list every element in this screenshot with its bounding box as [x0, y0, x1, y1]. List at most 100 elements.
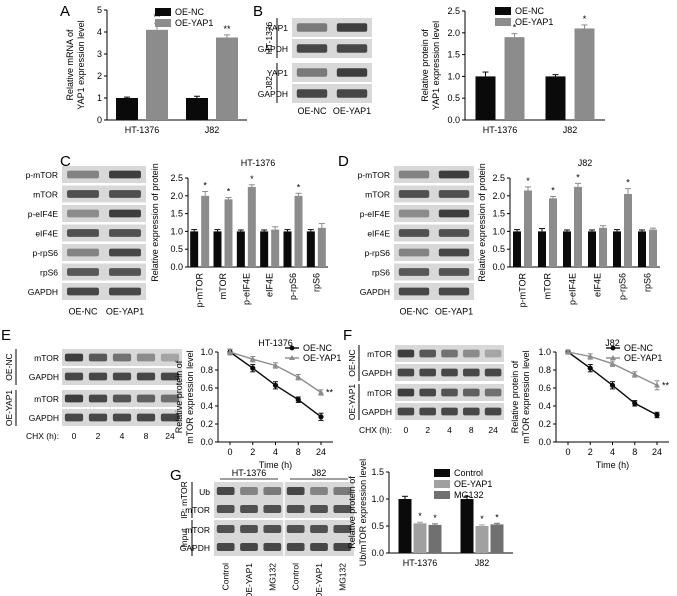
blot-d-eif4e-3-band	[398, 229, 430, 237]
blot-g-mtor-2-band	[286, 524, 305, 534]
blot-lane-label-b: OE-NC	[298, 106, 328, 116]
blot-lane-label-e: 4	[120, 431, 125, 441]
blot-c-gapdh-6-band	[67, 287, 99, 296]
significance-mark-d: *	[526, 176, 530, 186]
blot-c-p-eif4e-2-band	[109, 209, 141, 218]
x-tick-label-c: p-eIF4E	[241, 273, 251, 305]
blot-c-p-mtor-0-band	[109, 170, 141, 179]
legend-label-a: OE-NC	[175, 7, 205, 17]
blot-g-gapdh-3-band	[286, 542, 305, 552]
blot-b-ht-1376-gapdh-band	[336, 44, 368, 53]
blot-row-label-f: mTOR	[367, 349, 392, 359]
bar-a-j82-1	[216, 37, 238, 120]
blot-group-label-e: OE-YAP1	[4, 390, 14, 426]
blot-row-label-g: GAPDH	[180, 543, 210, 553]
blot-d-p-rps6-4-membrane	[394, 244, 474, 261]
panel-letter-g: G	[170, 467, 182, 484]
blot-g-ub-0-band	[263, 486, 282, 496]
legend-label-a: OE-YAP1	[175, 18, 213, 28]
y-axis-label-d: Relative expression of protein	[477, 163, 487, 282]
y-tick-label-d: 1.0	[492, 226, 505, 236]
x-tick-label-f: 24	[652, 447, 662, 457]
y-tick-label-a: 2	[97, 71, 102, 81]
blot-d-rps6-5-membrane	[394, 263, 474, 281]
y-axis-label-a: YAP1 expression level	[76, 20, 86, 109]
blot-g-mtor-1-band	[286, 504, 305, 514]
x-tick-label-c: p-rpS6	[288, 273, 298, 300]
legend-marker-e	[289, 355, 295, 360]
blot-row-label-c: p-mTOR	[26, 170, 58, 180]
blot-row-label-e: mTOR	[34, 394, 59, 404]
blot-e-oe-yap1-gapdh-band	[88, 413, 108, 422]
blot-c-mtor-1-band	[67, 190, 99, 198]
blot-g-mtor-2-band	[333, 524, 352, 534]
y-tick-label-d: 2.5	[492, 173, 505, 183]
y-axis-label-e: mTOR expression level	[185, 350, 195, 443]
x-tick-label-c: rpS6	[311, 273, 321, 292]
bar-c-mtor-0	[213, 231, 222, 267]
legend-marker-f	[610, 345, 616, 351]
legend-label-e: OE-YAP1	[303, 353, 341, 363]
blot-ip-label-g: IP: mTOR	[179, 481, 189, 519]
x-axis-label-e: Time (h)	[259, 460, 292, 470]
x-tick-label-b: J82	[563, 125, 578, 135]
legend-label-b: OE-NC	[515, 6, 545, 16]
blot-e-oe-yap1-gapdh-band	[160, 413, 180, 422]
x-tick-label-f: 8	[632, 447, 637, 457]
blot-f-oe-yap1-gapdh-band	[441, 407, 458, 416]
blot-e-oe-yap1-mtor-band	[160, 394, 180, 403]
blot-lane-label-e: 8	[144, 431, 149, 441]
blot-f-oe-yap1-gapdh-band	[419, 407, 436, 416]
x-tick-label-e: 2	[250, 447, 255, 457]
bar-g-j82-1	[475, 526, 489, 553]
significance-mark-f: **	[662, 380, 670, 390]
blot-d-rps6-5-band	[438, 268, 470, 276]
legend-label-e: OE-NC	[303, 343, 333, 353]
x-tick-label-c: eIF4E	[265, 273, 275, 297]
blot-c-rps6-5-membrane	[62, 263, 146, 281]
y-tick-label-f: 0.2	[538, 419, 551, 429]
blot-g-ub-0-band	[240, 486, 258, 496]
y-tick-label-e: 0.6	[200, 383, 213, 393]
x-axis-label-f: Time (h)	[596, 460, 629, 470]
blot-g-mtor-2-band	[216, 524, 235, 534]
blot-g-mtor-2-band	[263, 524, 282, 534]
bar-b-ht-1376-1	[504, 37, 525, 120]
bar-d-p-rps6-0	[613, 231, 621, 267]
blot-c-mtor-1-band	[109, 190, 141, 198]
blot-f-oe-nc-mtor-band	[484, 349, 502, 358]
blot-e-oe-yap1-mtor-band	[88, 394, 108, 403]
bar-c-rps6-1	[317, 227, 326, 267]
blot-c-p-eif4e-2-membrane	[62, 205, 146, 222]
blot-d-p-eif4e-2-membrane	[394, 205, 474, 222]
blot-f-oe-nc-mtor-band	[397, 349, 415, 358]
blot-row-label-g: mTOR	[185, 525, 210, 535]
bar-d-mtor-0	[538, 231, 546, 267]
data-point-e-oe-nc	[295, 397, 301, 403]
blot-d-rps6-5-band	[398, 268, 430, 276]
significance-mark-d: *	[626, 178, 630, 188]
chart-title-c: HT-1376	[241, 158, 276, 168]
data-point-f-oe-yap1	[654, 382, 660, 388]
blot-row-label-g: Ub	[199, 487, 210, 497]
blot-row-label-c: rpS6	[40, 268, 58, 278]
y-tick-label-b: 2.5	[447, 6, 460, 16]
legend-label-f: OE-YAP1	[624, 353, 662, 363]
y-tick-label-b: 1.0	[447, 71, 460, 81]
blot-row-label-c: p-rpS6	[32, 248, 58, 258]
blot-c-gapdh-6-membrane	[62, 283, 146, 300]
blot-f-oe-yap1-mtor-band	[441, 388, 458, 397]
blot-c-rps6-5-band	[67, 268, 99, 276]
blot-g-ub-0-band	[310, 486, 328, 496]
blot-e-oe-nc-mtor-band	[160, 353, 180, 362]
x-tick-label-d: p-eIF4E	[568, 273, 578, 305]
blot-lane-label-c: OE-NC	[69, 307, 99, 317]
blot-d-p-mtor-0-band	[398, 170, 430, 179]
y-tick-label-g: 0.0	[371, 548, 384, 558]
y-tick-label-c: 0.0	[170, 262, 183, 272]
y-tick-label-b: 0.0	[447, 115, 460, 125]
y-axis-label-g: Relative protein of	[347, 476, 357, 549]
blot-d-p-rps6-4-band	[398, 248, 430, 257]
x-tick-label-d: mTOR	[543, 273, 553, 300]
bar-d-eif4e-0	[588, 231, 596, 267]
